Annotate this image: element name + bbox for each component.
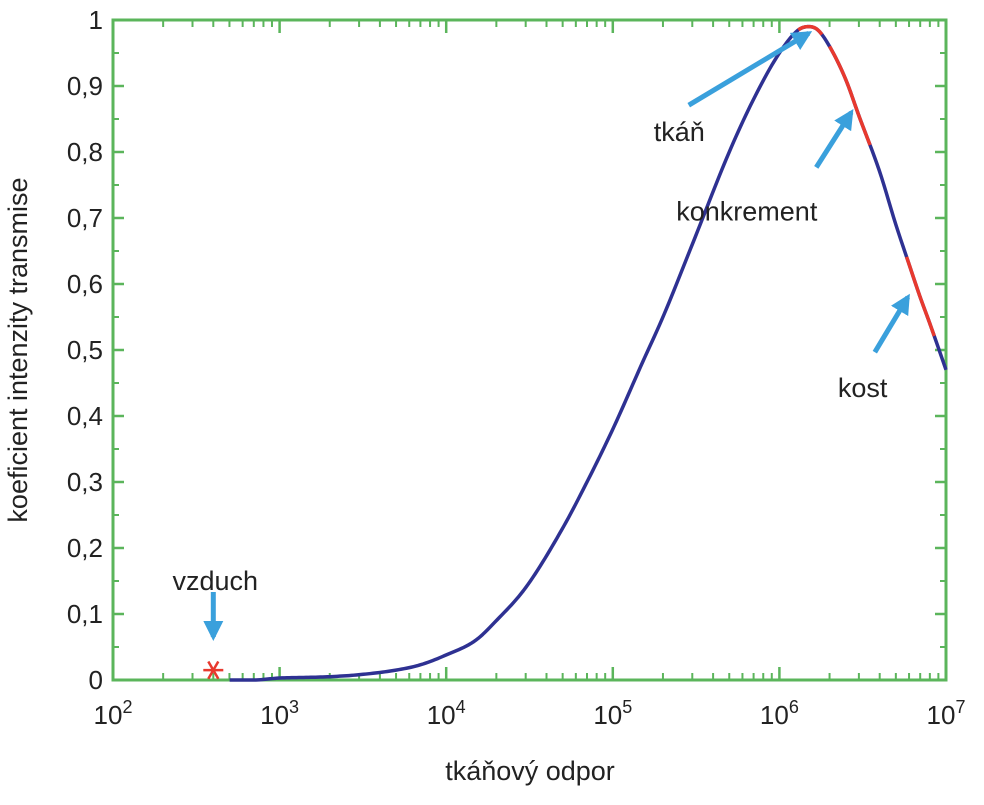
y-tick-label: 0,4: [67, 401, 103, 431]
marker-stroke: [207, 660, 220, 680]
x-tick-label: 105: [593, 697, 632, 730]
y-tick-label: 0,9: [67, 71, 103, 101]
y-tick-label: 0,2: [67, 533, 103, 563]
data-point-marker: [203, 660, 224, 680]
y-tick-label: 0,8: [67, 137, 103, 167]
annotation-label: konkrement: [676, 196, 818, 226]
series-highlight-segment: [797, 24, 824, 36]
y-tick-label: 1: [89, 5, 103, 35]
annotation-arrow: [814, 109, 854, 169]
marker-layer: [203, 660, 224, 680]
curve-layer: [229, 24, 948, 682]
y-axis-title: koeficient intenzity transmise: [3, 177, 33, 522]
series-line: [229, 24, 948, 682]
tick-label-layer: 102 103 104 105 106 107 0 0,1 0,2 0,3 0,4 0,5 0,6 0,7…: [67, 5, 966, 730]
x-axis-title: tkáňový odpor: [445, 756, 615, 786]
y-tick-label: 0: [89, 665, 103, 695]
annotation-arrow: [872, 293, 910, 354]
annotation-layer: tkáň konkrement kost vzduch: [173, 31, 910, 641]
x-tick-label: 106: [760, 697, 799, 730]
y-tick-label: 0,7: [67, 203, 103, 233]
annotation-label: tkáň: [654, 117, 705, 147]
x-tick-label: 107: [927, 697, 966, 730]
y-tick-label: 0,1: [67, 599, 103, 629]
series-highlight-segment: [904, 256, 936, 337]
y-tick-label: 0,3: [67, 467, 103, 497]
y-tick-label: 0,5: [67, 335, 103, 365]
x-tick-label: 103: [260, 697, 299, 730]
annotation-label: kost: [838, 373, 888, 403]
annotation-arrow: [687, 31, 813, 108]
x-tick-label: 104: [427, 697, 466, 730]
annotation-label: vzduch: [173, 566, 259, 596]
series-highlight-segment: [828, 45, 872, 146]
y-tick-label: 0,6: [67, 269, 103, 299]
x-tick-label: 102: [94, 697, 133, 730]
